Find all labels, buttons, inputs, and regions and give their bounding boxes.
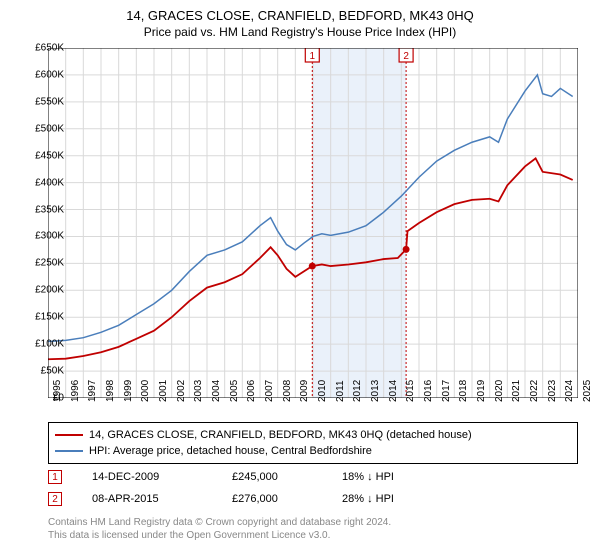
- x-tick-label: 2016: [423, 380, 434, 402]
- x-tick-label: 2024: [564, 380, 575, 402]
- x-tick-label: 2006: [246, 380, 257, 402]
- footer-attribution: Contains HM Land Registry data © Crown c…: [48, 516, 391, 542]
- event-table: 1 14-DEC-2009 £245,000 18% ↓ HPI 2 08-AP…: [48, 466, 578, 510]
- x-tick-label: 2012: [352, 380, 363, 402]
- legend-label-1: 14, GRACES CLOSE, CRANFIELD, BEDFORD, MK…: [89, 429, 472, 441]
- y-tick-label: £450K: [24, 150, 64, 161]
- event-price-1: £245,000: [232, 471, 312, 483]
- svg-text:2: 2: [403, 51, 409, 62]
- legend-row-series1: 14, GRACES CLOSE, CRANFIELD, BEDFORD, MK…: [55, 427, 571, 443]
- event-delta-1: 18% ↓ HPI: [342, 471, 442, 483]
- x-tick-label: 2004: [211, 380, 222, 402]
- x-tick-label: 2018: [458, 380, 469, 402]
- x-tick-label: 1996: [70, 380, 81, 402]
- y-tick-label: £50K: [24, 366, 64, 377]
- y-tick-label: £100K: [24, 339, 64, 350]
- x-tick-label: 2001: [158, 380, 169, 402]
- x-tick-label: 2010: [317, 380, 328, 402]
- event-price-2: £276,000: [232, 493, 312, 505]
- event-marker-2: 2: [48, 492, 62, 506]
- footer-line-1: Contains HM Land Registry data © Crown c…: [48, 516, 391, 529]
- event-date-1: 14-DEC-2009: [92, 471, 202, 483]
- y-tick-label: £400K: [24, 177, 64, 188]
- x-tick-label: 2013: [370, 380, 381, 402]
- legend-swatch-2: [55, 450, 83, 452]
- x-tick-label: 1995: [52, 380, 63, 402]
- x-tick-label: 2007: [264, 380, 275, 402]
- chart-legend: 14, GRACES CLOSE, CRANFIELD, BEDFORD, MK…: [48, 422, 578, 464]
- event-delta-2: 28% ↓ HPI: [342, 493, 442, 505]
- x-tick-label: 1999: [123, 380, 134, 402]
- x-tick-label: 2005: [229, 380, 240, 402]
- event-marker-1: 1: [48, 470, 62, 484]
- x-tick-label: 2017: [441, 380, 452, 402]
- x-tick-label: 2025: [582, 380, 593, 402]
- x-tick-label: 2019: [476, 380, 487, 402]
- x-tick-label: 2015: [405, 380, 416, 402]
- x-tick-label: 2011: [335, 380, 346, 402]
- legend-label-2: HPI: Average price, detached house, Cent…: [89, 445, 372, 457]
- y-tick-label: £250K: [24, 258, 64, 269]
- x-tick-label: 2000: [140, 380, 151, 402]
- event-row-1: 1 14-DEC-2009 £245,000 18% ↓ HPI: [48, 466, 578, 488]
- x-tick-label: 2022: [529, 380, 540, 402]
- event-date-2: 08-APR-2015: [92, 493, 202, 505]
- y-tick-label: £650K: [24, 43, 64, 54]
- x-tick-label: 1998: [105, 380, 116, 402]
- legend-row-series2: HPI: Average price, detached house, Cent…: [55, 443, 571, 459]
- x-tick-label: 2008: [282, 380, 293, 402]
- svg-text:1: 1: [310, 51, 316, 62]
- y-tick-label: £600K: [24, 69, 64, 80]
- y-tick-label: £550K: [24, 96, 64, 107]
- x-tick-label: 2014: [388, 380, 399, 402]
- x-tick-label: 2003: [193, 380, 204, 402]
- page-subtitle: Price paid vs. HM Land Registry's House …: [0, 23, 600, 39]
- y-tick-label: £300K: [24, 231, 64, 242]
- y-tick-label: £350K: [24, 204, 64, 215]
- y-tick-label: £200K: [24, 285, 64, 296]
- event-row-2: 2 08-APR-2015 £276,000 28% ↓ HPI: [48, 488, 578, 510]
- y-tick-label: £150K: [24, 312, 64, 323]
- x-tick-label: 1997: [87, 380, 98, 402]
- y-tick-label: £500K: [24, 123, 64, 134]
- x-tick-label: 2023: [547, 380, 558, 402]
- footer-line-2: This data is licensed under the Open Gov…: [48, 529, 391, 542]
- price-chart: 12: [48, 48, 578, 398]
- x-tick-label: 2002: [176, 380, 187, 402]
- x-tick-label: 2009: [299, 380, 310, 402]
- page-title: 14, GRACES CLOSE, CRANFIELD, BEDFORD, MK…: [0, 0, 600, 23]
- x-tick-label: 2021: [511, 380, 522, 402]
- x-tick-label: 2020: [494, 380, 505, 402]
- legend-swatch-1: [55, 434, 83, 436]
